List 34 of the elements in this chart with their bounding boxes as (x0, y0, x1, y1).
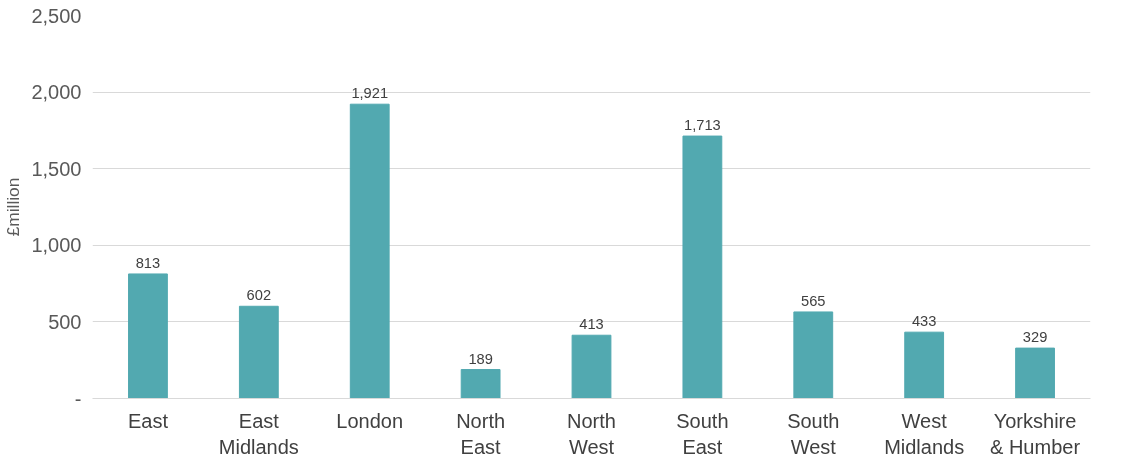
bar (793, 311, 834, 399)
x-tick-label: North West (567, 409, 616, 458)
y-tick-label: 2,500 (31, 4, 82, 27)
data-label: 413 (579, 316, 604, 333)
bar (682, 135, 723, 399)
bar (1015, 347, 1055, 399)
data-label: 1,921 (351, 85, 389, 102)
data-label: 329 (1022, 329, 1048, 346)
y-tick-label: - (74, 387, 82, 410)
data-label: 189 (468, 350, 493, 367)
bar (571, 334, 612, 399)
bar (128, 273, 168, 399)
data-label: 813 (135, 254, 161, 271)
x-tick-label: West Midlands (884, 409, 965, 458)
y-tick-label: 2,000 (31, 81, 82, 104)
x-tick-label: South East (676, 409, 729, 458)
bar (904, 331, 945, 399)
bar (238, 305, 279, 399)
data-label: 433 (911, 313, 937, 330)
y-tick-label: 1,500 (31, 157, 82, 180)
bar (349, 103, 390, 399)
x-tick-label: North East (456, 409, 506, 458)
y-tick-label: 1,000 (31, 234, 82, 257)
y-tick-label: 500 (48, 310, 82, 333)
x-tick-label: East Midlands (218, 409, 299, 458)
data-label: 565 (801, 292, 826, 309)
data-label: 602 (246, 287, 272, 304)
x-tick-label: London (336, 409, 404, 432)
bar (460, 369, 501, 399)
x-tick-label: South West (787, 409, 840, 458)
data-label: 1,713 (684, 117, 721, 134)
x-tick-label: Yorkshire & Humber (990, 409, 1081, 458)
y-axis-title: £million (3, 177, 24, 237)
x-tick-label: East (127, 409, 169, 432)
